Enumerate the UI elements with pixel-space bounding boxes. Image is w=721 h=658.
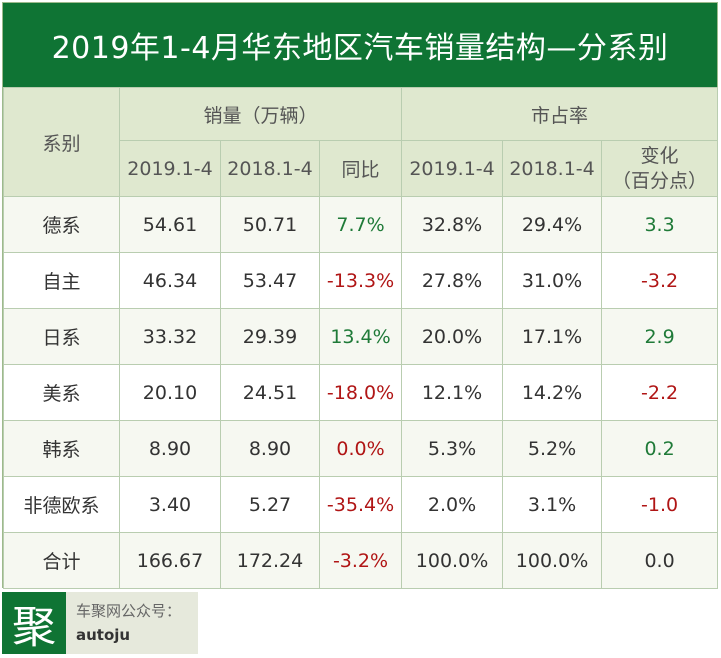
table-row: 非德欧系 3.40 5.27 -35.4% 2.0% 3.1% -1.0: [3, 476, 719, 533]
table-row: 德系 54.61 50.71 7.7% 32.8% 29.4% 3.3: [3, 196, 719, 253]
table-row: 美系 20.10 24.51 -18.0% 12.1% 14.2% -2.2: [3, 364, 719, 421]
share-change-cell: -2.2: [601, 364, 719, 421]
sales-2019-cell: 33.32: [119, 308, 221, 365]
brand-logo: 聚: [2, 592, 66, 654]
share-2019-cell: 5.3%: [401, 420, 504, 477]
share-change-cell: 0.0: [601, 532, 719, 589]
yoy-change-cell: -18.0%: [318, 364, 403, 421]
series-name-cell: 自主: [3, 252, 120, 309]
sales-2018-cell: 5.27: [220, 476, 320, 533]
share-2018-cell: 100.0%: [502, 532, 603, 589]
sales-2018-cell: 172.24: [220, 532, 320, 589]
share-2019-cell: 12.1%: [401, 364, 504, 421]
share-2018-cell: 3.1%: [502, 476, 603, 533]
sales-2019-cell: 46.34: [119, 252, 221, 309]
sales-2018-header: 2018.1-4: [220, 140, 320, 197]
share-2018-cell: 17.1%: [502, 308, 603, 365]
series-name-cell: 美系: [3, 364, 120, 421]
sales-2019-cell: 166.67: [119, 532, 221, 589]
share-change-cell: 0.2: [601, 420, 719, 477]
sales-2018-cell: 53.47: [220, 252, 320, 309]
sales-2019-cell: 3.40: [119, 476, 221, 533]
share-2019-cell: 27.8%: [401, 252, 504, 309]
table-row: 合计 166.67 172.24 -3.2% 100.0% 100.0% 0.0: [3, 532, 719, 589]
sales-2018-cell: 29.39: [220, 308, 320, 365]
table-row: 自主 46.34 53.47 -13.3% 27.8% 31.0% -3.2: [3, 252, 719, 309]
yoy-change-cell: -35.4%: [318, 476, 403, 533]
table-row: 日系 33.32 29.39 13.4% 20.0% 17.1% 2.9: [3, 308, 719, 365]
share-change-cell: 3.3: [601, 196, 719, 253]
table-row: 韩系 8.90 8.90 0.0% 5.3% 5.2% 0.2: [3, 420, 719, 477]
account-label: 车聚网公众号：: [76, 602, 182, 620]
sales-structure-panel: 2019年1-4月华东地区汽车销量结构—分系别 系别 销量（万辆） 市占率 20…: [2, 2, 719, 589]
sales-2019-cell: 20.10: [119, 364, 221, 421]
account-id: autoju: [76, 626, 131, 644]
share-2018-cell: 29.4%: [502, 196, 603, 253]
share-group-header: 市占率: [401, 87, 719, 141]
change-header-line1: 变化: [640, 144, 679, 167]
share-2019-cell: 100.0%: [401, 532, 504, 589]
header-row-2: 2019.1-4 2018.1-4 同比 2019.1-4 2018.1-4 变…: [4, 140, 719, 197]
share-2018-header: 2018.1-4: [502, 140, 603, 197]
series-name-cell: 韩系: [3, 420, 120, 477]
series-name-cell: 日系: [3, 308, 120, 365]
change-header: 变化 （百分点）: [601, 140, 719, 197]
sales-2019-cell: 54.61: [119, 196, 221, 253]
yoy-header: 同比: [318, 140, 403, 197]
sales-2018-cell: 24.51: [220, 364, 320, 421]
page-title: 2019年1-4月华东地区汽车销量结构—分系别: [3, 3, 717, 87]
share-2019-header: 2019.1-4: [401, 140, 504, 197]
table-body: 德系 54.61 50.71 7.7% 32.8% 29.4% 3.3 自主 46.34 53.4…: [3, 196, 719, 589]
brand-footer: 聚 车聚网公众号： autoju: [2, 592, 198, 654]
sales-2019-header: 2019.1-4: [119, 140, 221, 197]
sales-2018-cell: 50.71: [220, 196, 320, 253]
series-col-header: 系别: [3, 87, 120, 197]
yoy-change-cell: -3.2%: [318, 532, 403, 589]
share-2018-cell: 5.2%: [502, 420, 603, 477]
series-name-cell: 非德欧系: [3, 476, 120, 533]
sales-group-header: 销量（万辆）: [118, 87, 403, 141]
share-2019-cell: 32.8%: [401, 196, 504, 253]
series-name-cell: 合计: [3, 532, 120, 589]
share-2019-cell: 20.0%: [401, 308, 504, 365]
header-row-1: 系别 销量（万辆） 市占率: [3, 87, 719, 197]
share-2018-cell: 14.2%: [502, 364, 603, 421]
share-change-cell: 2.9: [601, 308, 719, 365]
brand-info: 车聚网公众号： autoju: [66, 592, 198, 654]
yoy-change-cell: 13.4%: [318, 308, 403, 365]
share-change-cell: -3.2: [601, 252, 719, 309]
share-2018-cell: 31.0%: [502, 252, 603, 309]
sales-2019-cell: 8.90: [119, 420, 221, 477]
yoy-change-cell: -13.3%: [318, 252, 403, 309]
sales-table: 系别 销量（万辆） 市占率 2019.1-4 2018.1-4 同比 2019.…: [3, 87, 719, 589]
change-header-line2: （百分点）: [612, 169, 708, 192]
series-name-cell: 德系: [3, 196, 120, 253]
yoy-change-cell: 0.0%: [318, 420, 403, 477]
share-change-cell: -1.0: [601, 476, 719, 533]
share-2019-cell: 2.0%: [401, 476, 504, 533]
sales-2018-cell: 8.90: [220, 420, 320, 477]
yoy-change-cell: 7.7%: [318, 196, 403, 253]
